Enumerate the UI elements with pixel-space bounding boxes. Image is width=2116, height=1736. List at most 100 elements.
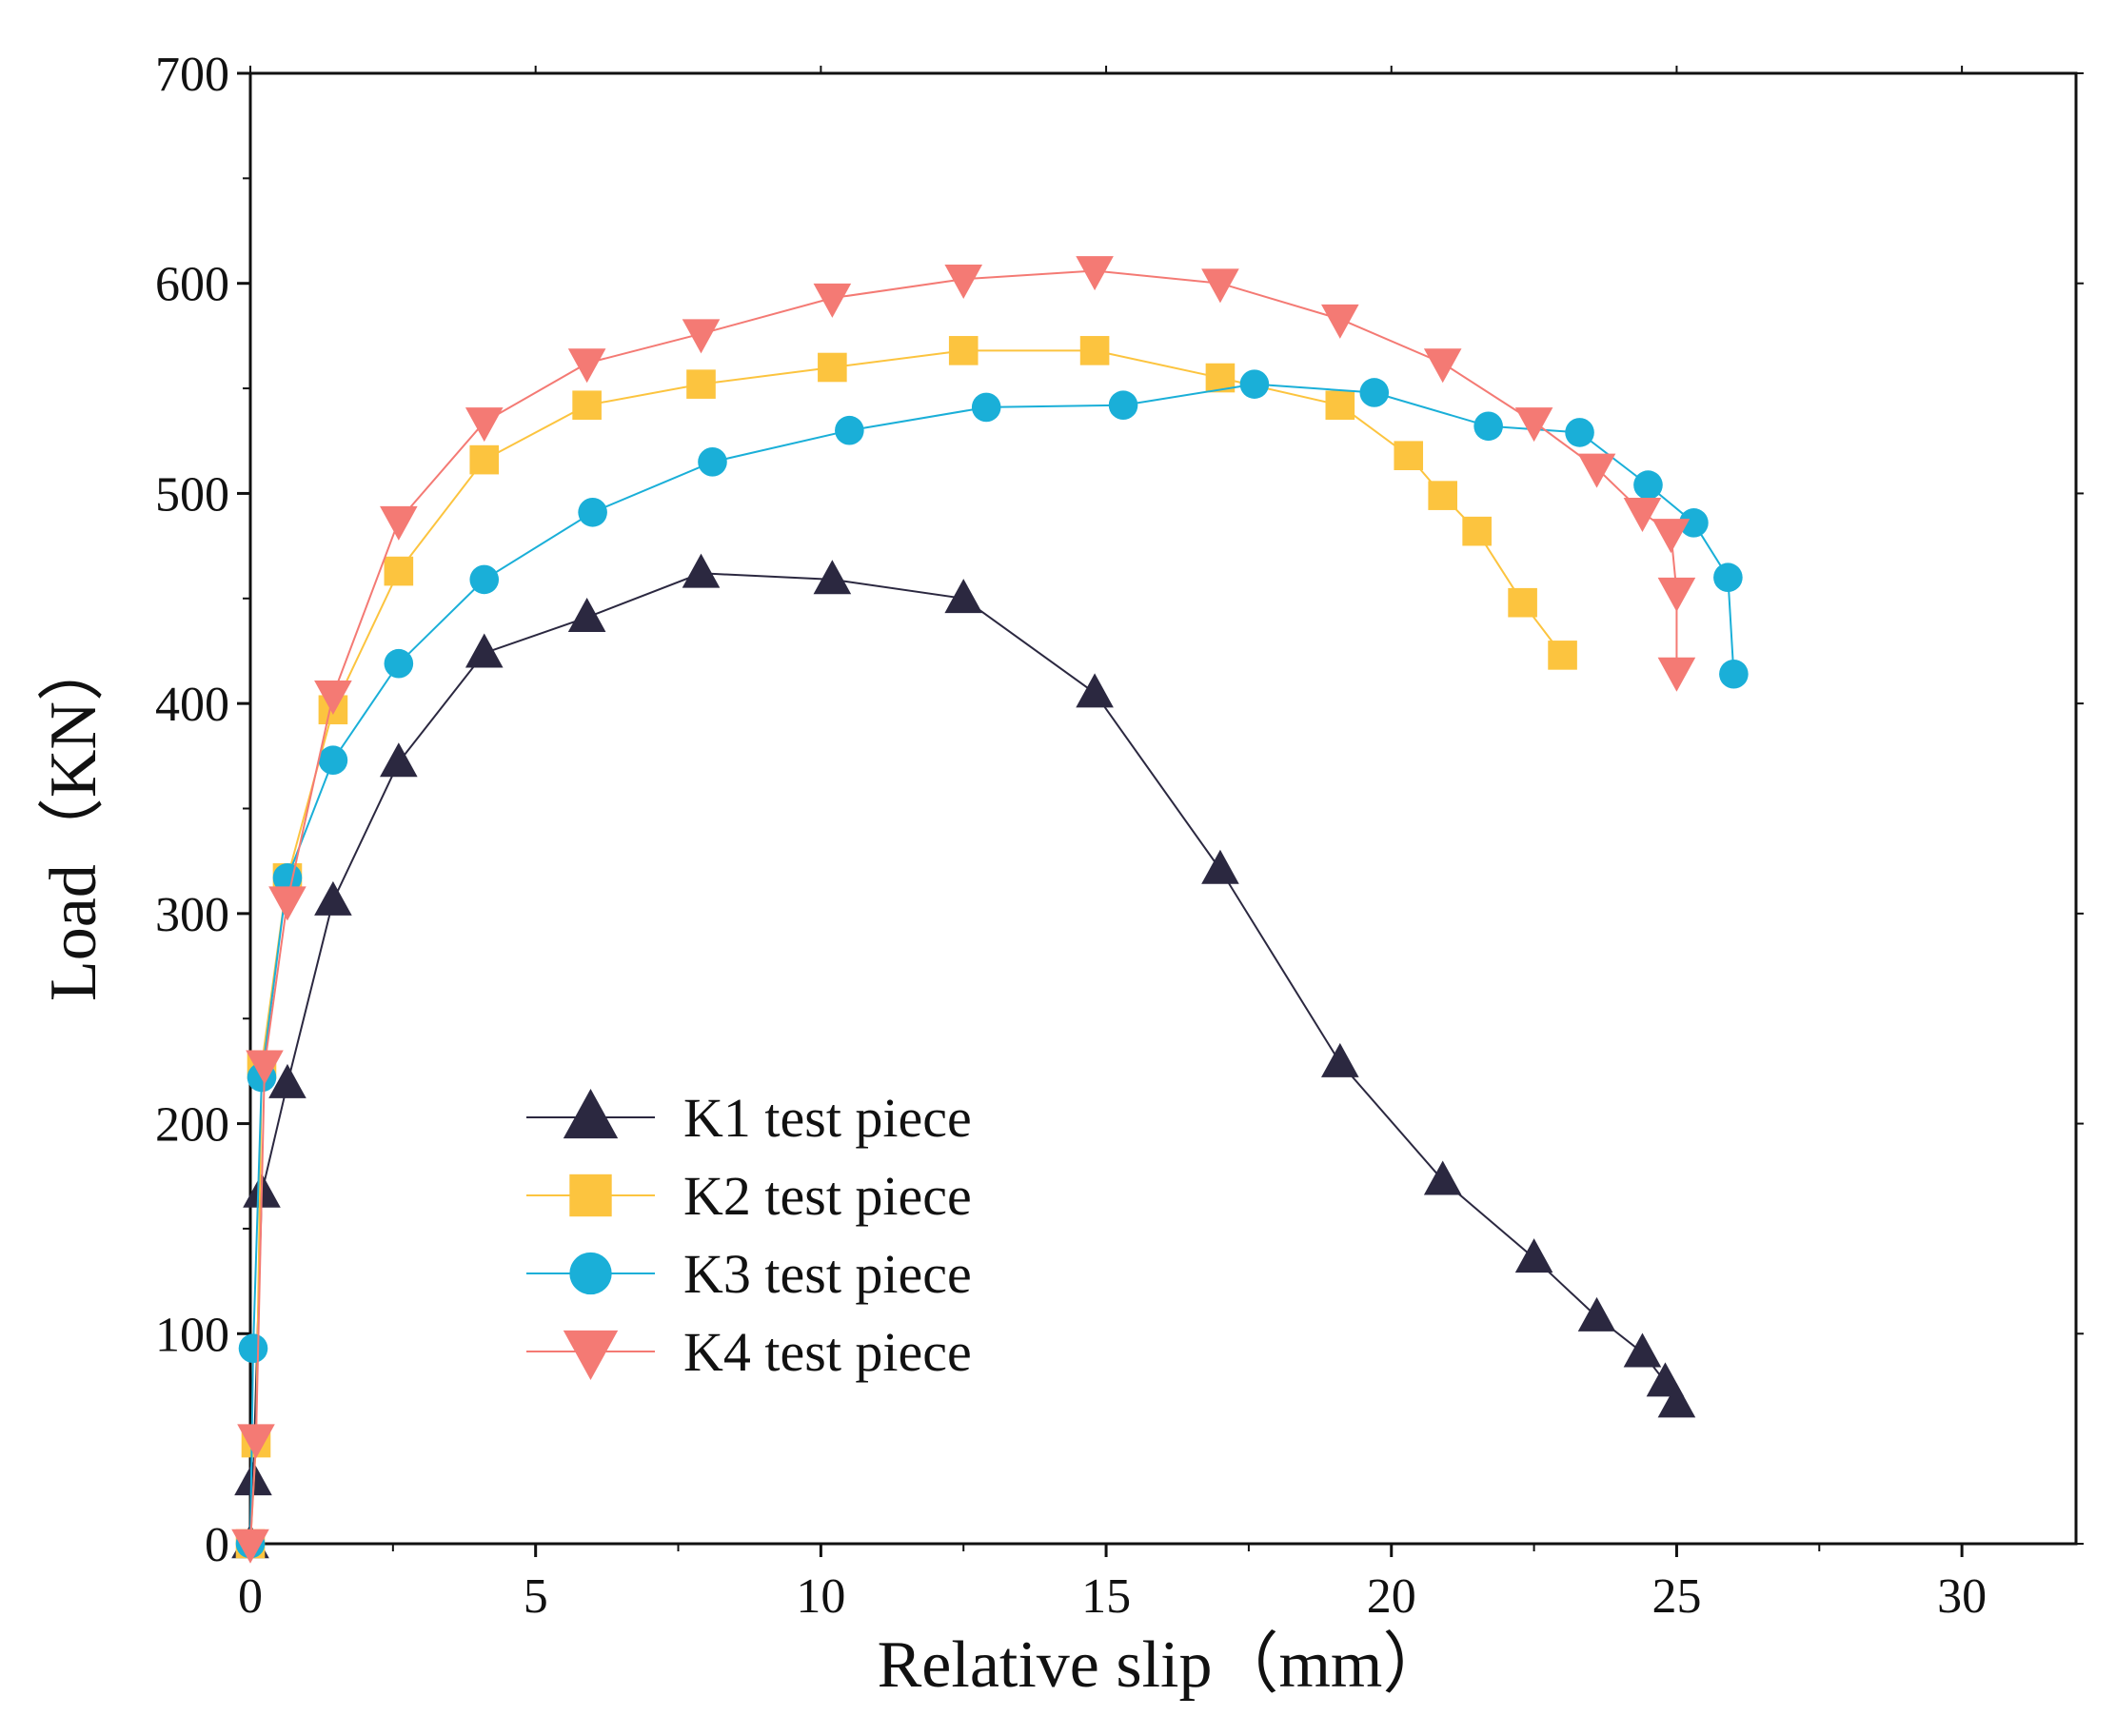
data-point [1108, 390, 1138, 421]
data-point [1423, 348, 1462, 384]
x-axis-title: Relative slip（mm） [878, 1628, 1450, 1702]
y-tick-label: 400 [155, 678, 229, 732]
data-point [465, 407, 504, 443]
data-point [682, 553, 721, 588]
y-tick-label: 0 [205, 1518, 229, 1572]
data-point [384, 556, 414, 586]
data-point [1079, 336, 1110, 365]
data-point [1321, 304, 1359, 339]
data-point [567, 348, 606, 384]
data-point [1239, 369, 1270, 399]
data-point [682, 319, 721, 354]
data-point [1359, 378, 1390, 407]
legend-marker [569, 1252, 612, 1295]
legend-marker [563, 1088, 619, 1139]
data-point [1633, 470, 1663, 500]
data-point [469, 564, 500, 595]
data-point [318, 745, 348, 776]
data-point [944, 265, 983, 299]
data-point [268, 1063, 307, 1098]
data-point [1508, 587, 1537, 618]
data-point [246, 1050, 284, 1085]
data-point [1623, 1332, 1662, 1368]
data-point [1548, 641, 1577, 670]
data-point [818, 352, 847, 383]
legend: K1 test piece K2 test piece K3 test piece K… [526, 1087, 972, 1383]
x-tick-label: 15 [1081, 1569, 1131, 1624]
x-tick-label: 25 [1651, 1569, 1701, 1624]
data-point [314, 880, 352, 916]
data-point [1428, 481, 1457, 510]
data-point [686, 369, 716, 399]
data-point [1651, 519, 1691, 554]
x-tick-label: 5 [524, 1569, 548, 1624]
data-point [578, 497, 607, 527]
data-point [835, 415, 864, 445]
data-point [1423, 1160, 1462, 1195]
data-point [1473, 411, 1503, 442]
data-point [813, 283, 852, 318]
data-point [1679, 508, 1709, 538]
data-point [384, 648, 414, 679]
series-line [249, 383, 1735, 1545]
data-point [1657, 1383, 1696, 1418]
legend-marker [569, 1174, 612, 1217]
data-point [469, 444, 500, 475]
legend-marker [563, 1330, 619, 1381]
data-point [1462, 516, 1492, 546]
x-tick-label: 30 [1937, 1569, 1987, 1624]
data-point [1394, 441, 1424, 470]
y-tick-label: 500 [155, 467, 229, 522]
series-4 [231, 256, 1696, 1564]
data-point [314, 681, 352, 716]
data-point [971, 392, 1001, 423]
data-point [231, 1529, 269, 1564]
data-point [1076, 673, 1114, 708]
legend-label: K3 test piece [683, 1243, 972, 1305]
legend-label: K2 test piece [683, 1165, 972, 1227]
data-point [1657, 577, 1696, 612]
data-point [465, 633, 504, 668]
data-point [1577, 1296, 1616, 1332]
y-tick-label: 100 [155, 1308, 229, 1362]
data-point [1201, 268, 1239, 304]
x-tick-label: 10 [796, 1569, 845, 1624]
legend-label: K1 test piece [683, 1087, 972, 1149]
data-point [1325, 390, 1355, 421]
y-axis-title: Load（KN） [37, 635, 110, 1001]
data-point [268, 886, 307, 921]
x-tick-label: 0 [238, 1569, 263, 1624]
legend-label: K4 test piece [683, 1321, 972, 1383]
data-point [1514, 1238, 1553, 1273]
series-layer [231, 256, 1749, 1564]
series-line [249, 572, 1678, 1545]
data-point [813, 560, 852, 595]
y-tick-label: 700 [155, 48, 229, 102]
data-point [1623, 497, 1662, 532]
plot-area [248, 71, 2078, 1546]
data-point [380, 742, 418, 778]
y-tick-label: 200 [155, 1098, 229, 1153]
data-point [237, 1424, 275, 1459]
data-point [1713, 562, 1743, 593]
data-point [238, 1333, 268, 1364]
data-point [1719, 659, 1749, 689]
data-point [572, 390, 602, 421]
series-3 [235, 369, 1749, 1559]
data-point [948, 336, 979, 365]
series-1 [231, 553, 1696, 1559]
data-point [698, 447, 727, 477]
data-point [567, 597, 606, 632]
data-point [1076, 256, 1114, 291]
data-point [1565, 418, 1594, 447]
data-point [1514, 407, 1553, 443]
data-point [1577, 453, 1616, 488]
data-point [1657, 657, 1696, 692]
data-point [380, 505, 418, 541]
y-tick-label: 600 [155, 258, 229, 312]
data-point [944, 579, 983, 614]
x-tick-label: 20 [1367, 1569, 1416, 1624]
data-point [1321, 1042, 1359, 1077]
